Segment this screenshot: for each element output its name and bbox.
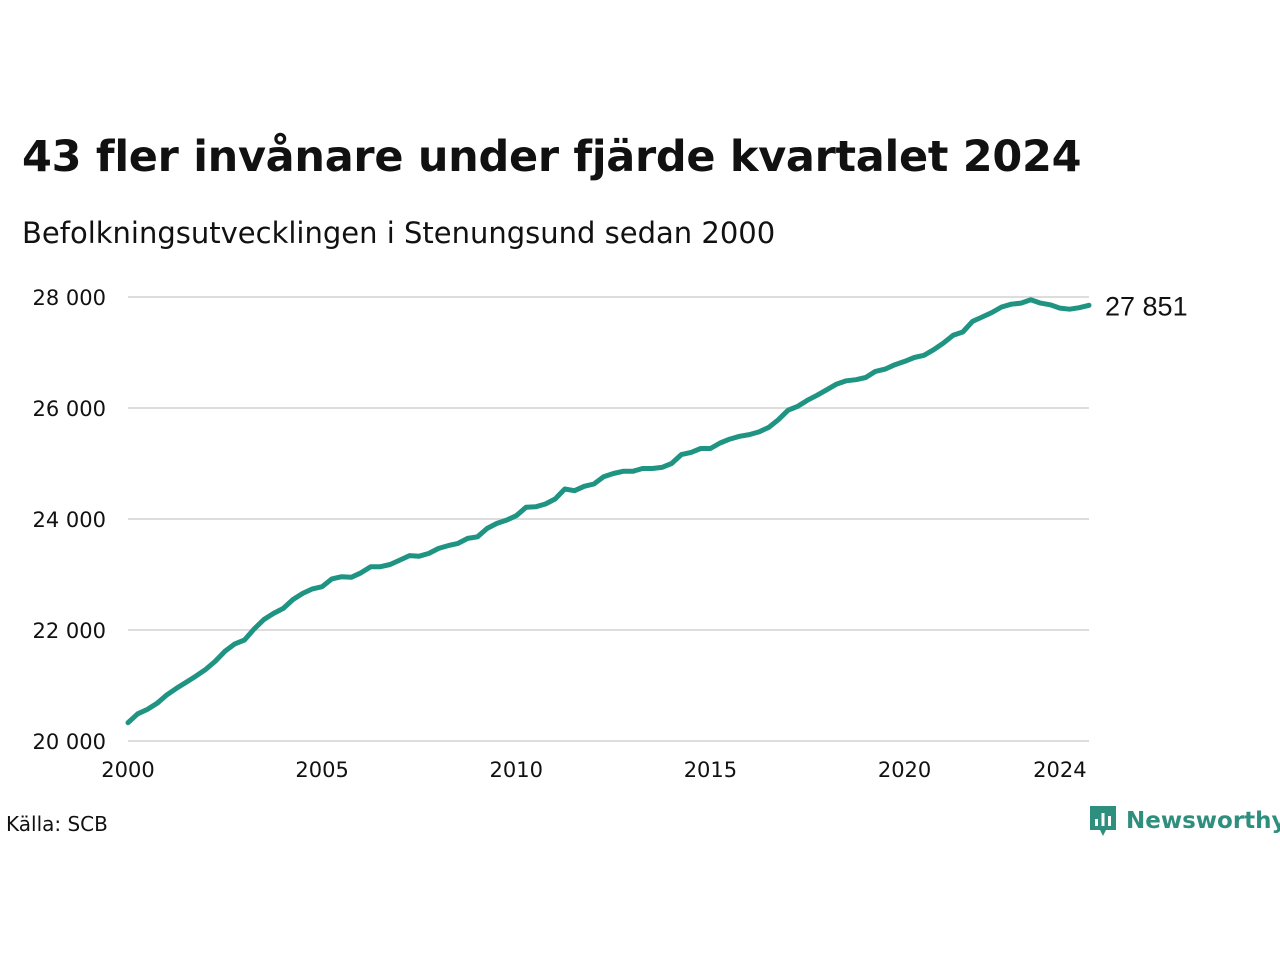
end-value-label: 27 851 [1105,291,1188,321]
x-tick-label: 2010 [490,758,543,782]
source-note: Källa: SCB [6,812,108,836]
population-line [125,297,1092,726]
chart-title: 43 fler invånare under fjärde kvartalet … [22,132,1082,182]
y-axis-ticks: 20 000 22 000 24 000 26 000 28 000 [33,286,106,754]
y-tick-label: 26 000 [33,397,106,421]
grid-lines [128,296,1089,742]
x-tick-label: 2015 [684,758,737,782]
newsworthy-logo-icon [1090,806,1116,836]
x-axis-ticks: 2000 2005 2010 2015 2020 2024 [101,758,1086,782]
brand-logo: Newsworthy [1088,804,1280,838]
y-tick-label: 20 000 [33,730,106,754]
x-tick-label: 2020 [878,758,931,782]
x-tick-label: 2000 [101,758,154,782]
y-tick-label: 22 000 [33,619,106,643]
x-tick-label: 2005 [295,758,348,782]
y-tick-label: 24 000 [33,508,106,532]
chart-subtitle: Befolkningsutvecklingen i Stenungsund se… [22,216,776,250]
y-tick-label: 28 000 [33,286,106,310]
brand-name: Newsworthy [1126,808,1280,834]
x-tick-label: 2024 [1033,758,1086,782]
